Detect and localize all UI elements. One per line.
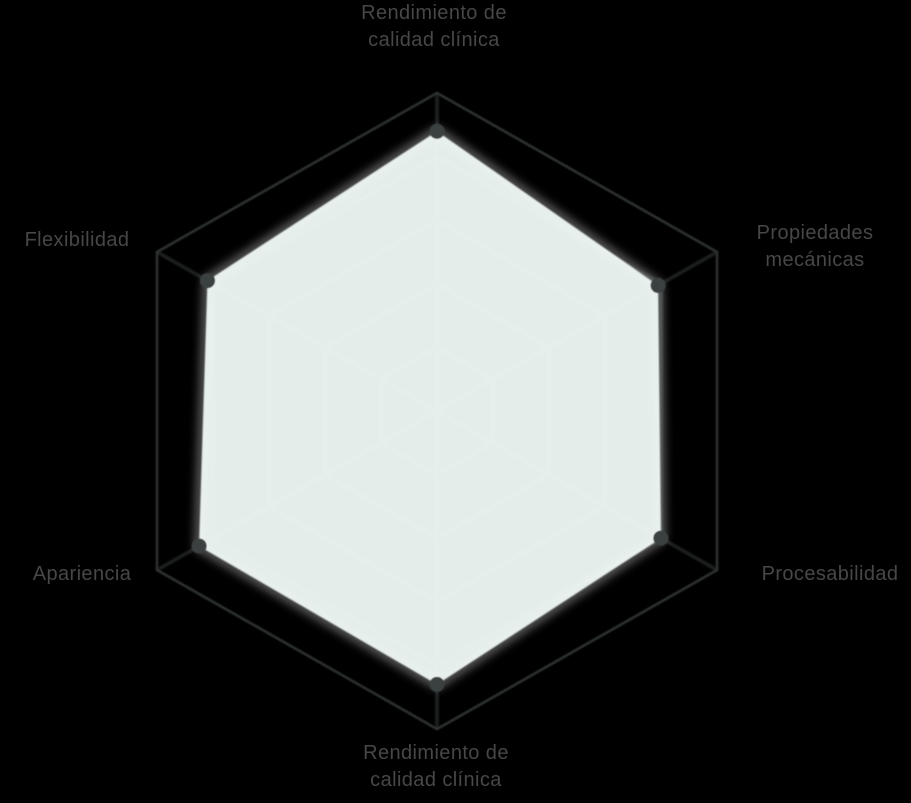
axis-label-appearance: Apariencia — [33, 561, 132, 588]
axis-label-line: Flexibilidad — [24, 229, 130, 251]
radar-point-processability — [653, 530, 669, 546]
radar-point-flexibility — [199, 273, 215, 289]
axis-label-line: Propiedades — [756, 222, 874, 244]
radar-point-clinical-quality-bottom — [429, 677, 445, 692]
axis-label-processability: Procesabilidad — [762, 561, 899, 588]
axis-label-clinical-quality-top: Rendimiento de calidad clínica — [361, 0, 507, 54]
axis-label-mechanical-properties: Propiedades mecánicas — [757, 220, 874, 274]
axis-label-line: Procesabilidad — [761, 563, 899, 585]
axis-label-line: Rendimiento de — [363, 742, 509, 764]
radar-outline — [155, 91, 719, 731]
radar-point-appearance — [191, 538, 207, 554]
axis-label-line: Rendimiento de — [361, 2, 507, 24]
radar-point-mechanical-properties — [650, 277, 666, 293]
radar-fill — [199, 131, 661, 685]
axis-label-clinical-quality-bottom: Rendimiento de calidad clínica — [363, 740, 509, 794]
axis-label-flexibility: Flexibilidad — [25, 227, 130, 254]
axis-label-line: mecánicas — [765, 249, 865, 271]
axis-label-line: calidad clínica — [370, 769, 502, 791]
radar-point-clinical-quality-top — [429, 123, 445, 139]
axis-label-line: Apariencia — [32, 563, 132, 585]
axis-label-line: calidad clínica — [368, 29, 500, 51]
